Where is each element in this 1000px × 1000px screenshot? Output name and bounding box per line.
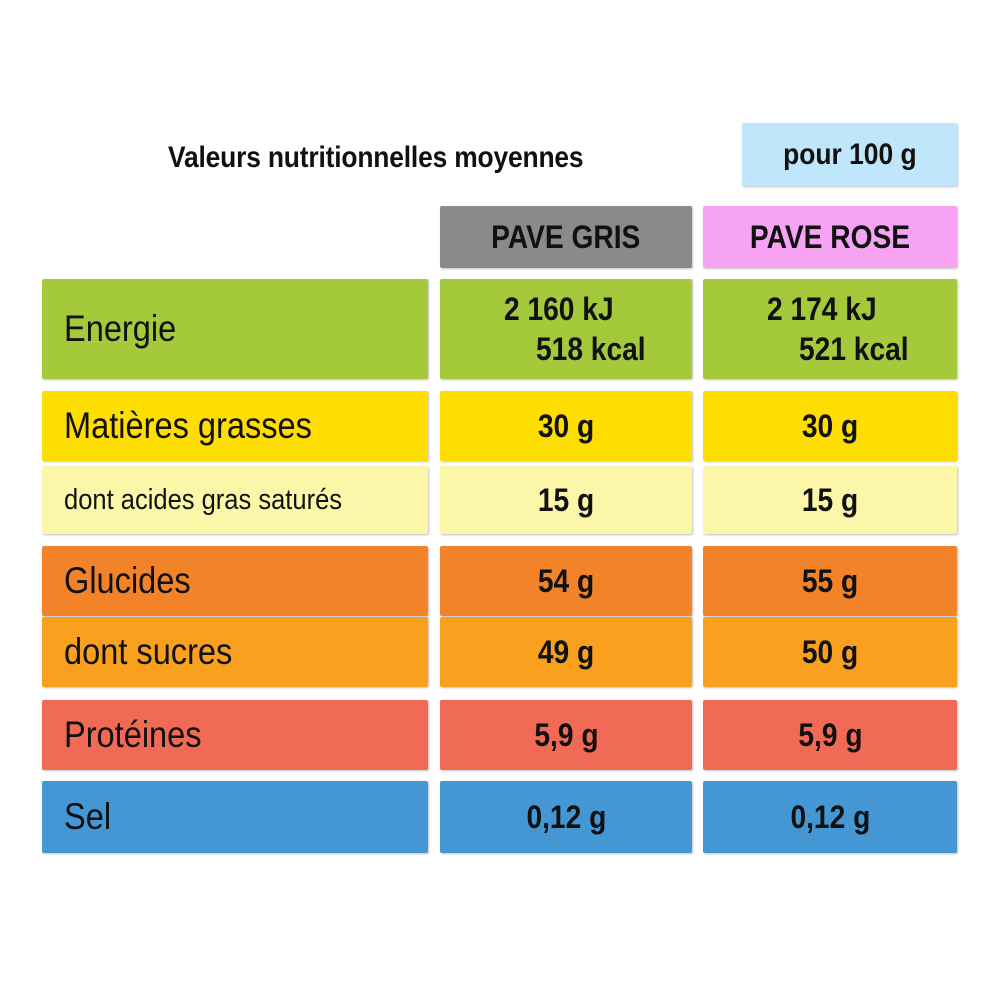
sel-pave-rose: 0,12 g	[703, 781, 957, 853]
row-label-matieres-grasses-text: Matières grasses	[64, 405, 312, 446]
energie-pave-gris: 2 160 kJ 518 kcal	[440, 279, 692, 379]
row-label-sel: Sel	[42, 781, 428, 853]
column-header-pave-rose-label: PAVE ROSE	[749, 218, 911, 255]
proteines-pave-gris-value: 5,9 g	[533, 716, 599, 753]
acides-gras-satures-pave-rose-value: 15 g	[801, 481, 859, 518]
row-label-acides-gras-satures: dont acides gras saturés	[42, 466, 428, 534]
sel-pave-rose-value: 0,12 g	[790, 798, 870, 835]
row-label-sel-text: Sel	[64, 796, 112, 837]
acides-gras-satures-pave-rose: 15 g	[703, 466, 957, 534]
column-header-pave-gris-label: PAVE GRIS	[491, 218, 641, 255]
row-label-sucres: dont sucres	[42, 617, 428, 687]
acides-gras-satures-pave-gris-value: 15 g	[537, 481, 595, 518]
per-100g-label: pour 100 g	[782, 137, 917, 171]
sucres-pave-gris: 49 g	[440, 617, 692, 687]
energie-pave-rose: 2 174 kJ 521 kcal	[703, 279, 957, 379]
glucides-pave-gris: 54 g	[440, 546, 692, 616]
row-label-glucides: Glucides	[42, 546, 428, 616]
matieres-grasses-pave-rose-value: 30 g	[801, 407, 859, 444]
proteines-pave-rose: 5,9 g	[703, 700, 957, 770]
row-label-glucides-text: Glucides	[64, 560, 191, 601]
table-title: Valeurs nutritionnelles moyennes	[168, 141, 584, 174]
per-100g-badge: pour 100 g	[742, 123, 957, 186]
matieres-grasses-pave-gris: 30 g	[440, 391, 692, 461]
acides-gras-satures-pave-gris: 15 g	[440, 466, 692, 534]
glucides-pave-gris-value: 54 g	[537, 562, 595, 599]
column-header-pave-rose: PAVE ROSE	[703, 206, 957, 268]
sel-pave-gris: 0,12 g	[440, 781, 692, 853]
glucides-pave-rose-value: 55 g	[801, 562, 859, 599]
sel-pave-gris-value: 0,12 g	[526, 798, 606, 835]
energie-pave-gris-kj: 2 160 kJ	[504, 291, 614, 327]
row-label-sucres-text: dont sucres	[64, 631, 233, 672]
sucres-pave-gris-value: 49 g	[537, 633, 595, 670]
row-label-energie: Energie	[42, 279, 428, 379]
row-label-proteines: Protéines	[42, 700, 428, 770]
energie-pave-rose-kcal: 521 kcal	[799, 331, 909, 367]
matieres-grasses-pave-gris-value: 30 g	[537, 407, 595, 444]
glucides-pave-rose: 55 g	[703, 546, 957, 616]
column-header-pave-gris: PAVE GRIS	[440, 206, 692, 268]
row-label-proteines-text: Protéines	[64, 714, 202, 755]
proteines-pave-gris: 5,9 g	[440, 700, 692, 770]
matieres-grasses-pave-rose: 30 g	[703, 391, 957, 461]
sucres-pave-rose: 50 g	[703, 617, 957, 687]
energie-pave-rose-kj: 2 174 kJ	[767, 291, 877, 327]
energie-pave-gris-kcal: 518 kcal	[536, 331, 646, 367]
row-label-energie-text: Energie	[64, 308, 177, 349]
row-label-matieres-grasses: Matières grasses	[42, 391, 428, 461]
row-label-acides-gras-satures-text: dont acides gras saturés	[64, 483, 343, 516]
proteines-pave-rose-value: 5,9 g	[797, 716, 863, 753]
sucres-pave-rose-value: 50 g	[801, 633, 859, 670]
